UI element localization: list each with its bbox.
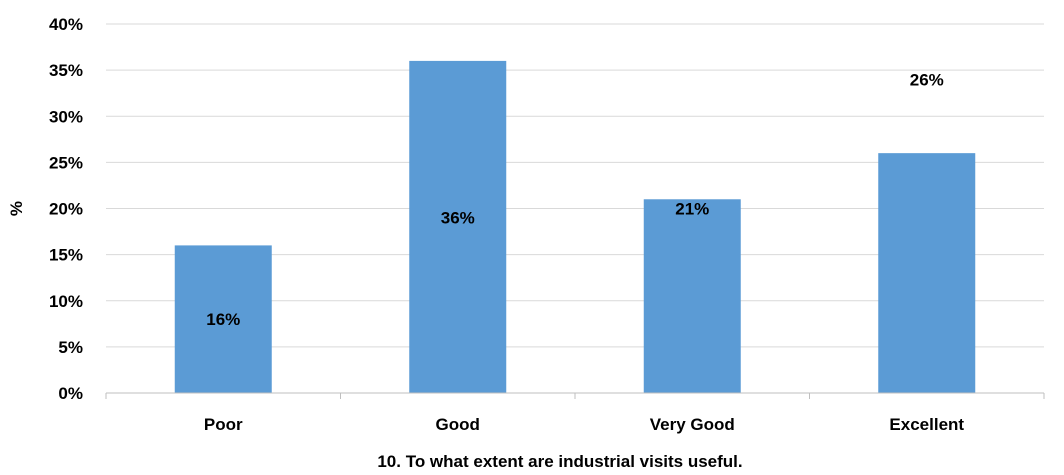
y-tick-label: 0% (58, 384, 83, 403)
y-tick-label: 10% (49, 292, 83, 311)
y-tick-label: 30% (49, 107, 83, 126)
y-tick-label: 15% (49, 246, 83, 265)
data-label: 36% (441, 209, 475, 228)
y-tick-label: 35% (49, 61, 83, 80)
y-tick-label: 20% (49, 200, 83, 219)
y-tick-labels: 0% 5% 10% 15% 20% 25% 30% 35% 40% (49, 15, 83, 403)
data-label: 26% (910, 70, 944, 89)
category-labels: Poor Good Very Good Excellent (204, 415, 965, 434)
bar-good (409, 60, 507, 394)
category-label: Poor (204, 415, 243, 434)
category-label: Very Good (650, 415, 735, 434)
x-axis-title: 10. To what extent are industrial visits… (377, 452, 742, 471)
data-labels: 16% 36% 21% 26% (206, 70, 944, 329)
category-label: Good (436, 415, 480, 434)
bar-poor (174, 245, 272, 393)
data-label: 21% (675, 200, 709, 219)
data-label: 16% (206, 310, 240, 329)
bars (174, 60, 976, 394)
category-label: Excellent (889, 415, 964, 434)
y-tick-label: 5% (58, 338, 83, 357)
y-tick-label: 40% (49, 15, 83, 34)
bar-excellent (878, 153, 976, 393)
y-tick-label: 25% (49, 153, 83, 172)
bar-very-good (643, 199, 741, 393)
x-axis (105, 392, 1045, 399)
y-axis-title: % (7, 201, 26, 216)
